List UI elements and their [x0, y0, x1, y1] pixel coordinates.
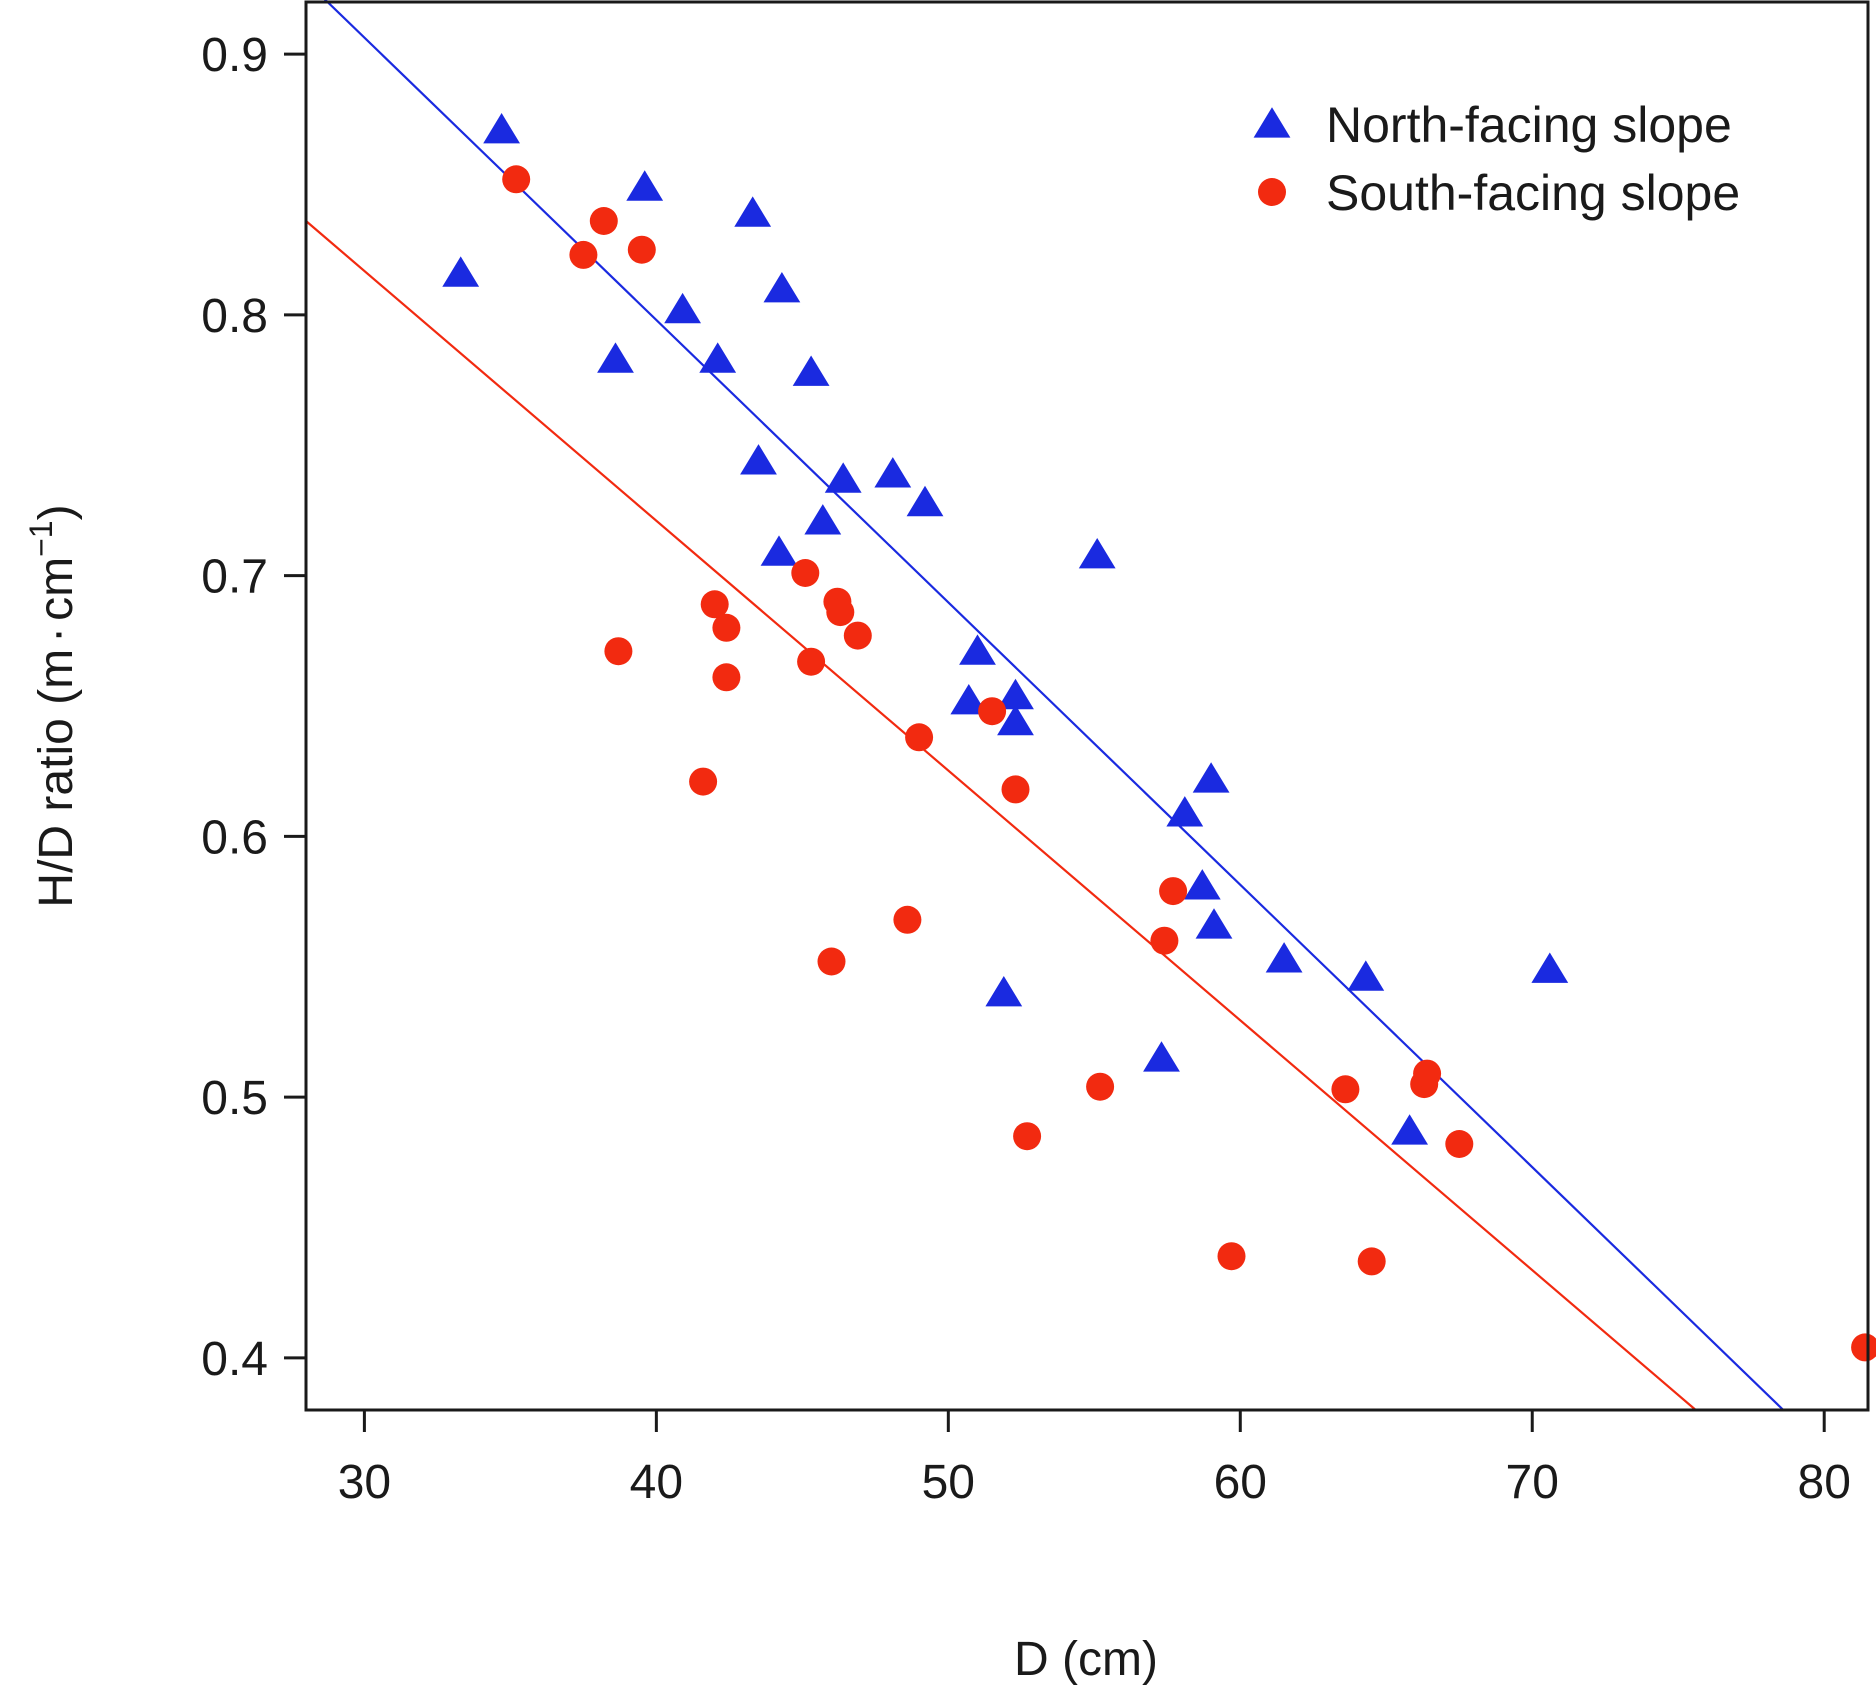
data-point: [1347, 960, 1385, 991]
data-point: [589, 207, 618, 235]
data-point: [824, 462, 862, 493]
data-point: [1413, 1059, 1442, 1088]
y-tick-label: 0.6: [201, 811, 268, 864]
data-point: [792, 355, 830, 386]
data-point: [1445, 1130, 1474, 1158]
data-point: [740, 444, 777, 475]
data-point: [699, 342, 737, 373]
data-point: [985, 976, 1023, 1007]
x-tick-label: 40: [630, 1456, 683, 1509]
data-point: [997, 704, 1034, 736]
legend-marker: [1258, 178, 1286, 206]
data-point: [978, 697, 1007, 726]
data-point: [905, 723, 934, 752]
data-point: [1001, 775, 1030, 804]
y-axis-title-dot: ·: [30, 627, 83, 643]
y-axis-title-main: H/D ratio (m: [30, 649, 83, 908]
legend-marker: [1253, 107, 1291, 138]
data-point: [734, 196, 772, 227]
data-point: [1143, 1041, 1180, 1072]
data-point: [627, 235, 656, 264]
data-point: [700, 590, 729, 619]
data-point: [1013, 1122, 1042, 1151]
plot-frame: [304, 0, 1870, 1412]
data-point: [664, 292, 701, 324]
data-point: [997, 678, 1034, 710]
data-point: [797, 647, 826, 676]
y-axis-title-exponent: −1: [23, 520, 59, 556]
data-point: [760, 535, 798, 566]
data-point: [712, 663, 741, 692]
fit-line: [323, 0, 1785, 1411]
data-point: [483, 113, 520, 144]
x-tick-label: 70: [1506, 1456, 1559, 1509]
data-point: [1265, 942, 1303, 973]
data-point: [597, 342, 634, 373]
fit-line: [305, 220, 1697, 1411]
x-tick-label: 50: [922, 1456, 975, 1509]
data-point: [893, 905, 922, 934]
data-point: [1851, 1333, 1876, 1362]
y-tick-label: 0.9: [201, 29, 268, 82]
data-point: [804, 504, 842, 535]
data-point: [843, 621, 872, 650]
fit-lines: [305, 0, 1785, 1411]
data-point: [1531, 952, 1569, 983]
y-axis-title-unit: cm: [30, 557, 83, 621]
data-point: [1331, 1075, 1360, 1104]
data-point: [874, 457, 912, 488]
y-tick-label: 0.4: [201, 1333, 268, 1386]
series-points: [502, 165, 1876, 1362]
data-point: [826, 598, 855, 627]
data-point: [442, 256, 480, 287]
x-axis: 30 40 50 60 70 80: [338, 1410, 1851, 1509]
data-point: [817, 947, 846, 976]
data-point: [959, 634, 996, 665]
data-point: [712, 613, 741, 642]
data-point: [1217, 1242, 1246, 1271]
data-point: [763, 272, 801, 303]
data-point: [1183, 869, 1221, 900]
data-point: [569, 240, 598, 269]
data-point: [1192, 762, 1230, 793]
data-point: [604, 637, 633, 666]
data-point: [1195, 908, 1233, 939]
legend-label: North-facing slope: [1326, 97, 1732, 153]
data-point: [791, 559, 820, 587]
y-tick-label: 0.8: [201, 290, 268, 343]
data-point: [1166, 796, 1204, 827]
data-point: [1159, 877, 1188, 906]
data-point: [1086, 1072, 1115, 1101]
data-point: [1150, 926, 1179, 955]
x-axis-title: D (cm): [1014, 1633, 1158, 1686]
series-points: [442, 113, 1569, 1145]
data-point: [502, 165, 531, 194]
data-point: [1391, 1114, 1428, 1145]
legend-label: South-facing slope: [1326, 165, 1740, 221]
legend: North-facing slope South-facing slope: [1253, 97, 1740, 221]
y-tick-label: 0.7: [201, 551, 268, 604]
data-point: [1078, 538, 1116, 569]
y-axis-title-close: ): [30, 504, 83, 520]
x-tick-label: 60: [1214, 1456, 1267, 1509]
x-tick-label: 30: [338, 1456, 391, 1509]
data-point: [1357, 1247, 1386, 1276]
data-points: [442, 113, 1876, 1362]
y-tick-label: 0.5: [201, 1072, 268, 1125]
data-point: [950, 684, 988, 715]
data-point: [626, 170, 664, 201]
y-axis-title: H/D ratio (m · cm−1): [23, 504, 83, 907]
data-point: [906, 485, 944, 517]
data-point: [689, 767, 718, 796]
x-tick-label: 80: [1798, 1456, 1851, 1509]
y-axis: 0.4 0.5 0.6 0.7 0.8 0.9: [201, 29, 306, 1386]
